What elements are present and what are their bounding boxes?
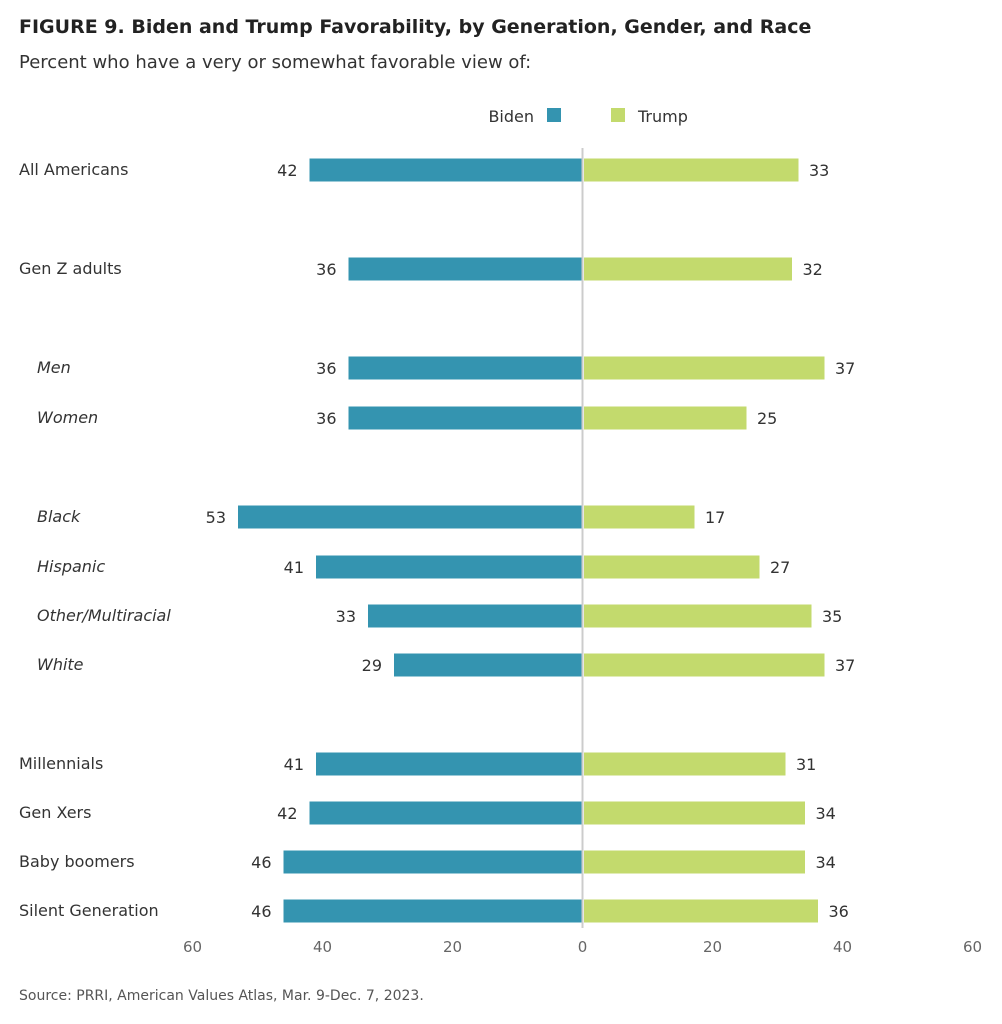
- x-tick-label: 0: [578, 938, 588, 956]
- biden-value-label: 53: [206, 508, 226, 527]
- category-label: All Americans: [19, 160, 128, 179]
- trump-bar: [584, 604, 812, 628]
- trump-bar: [584, 801, 805, 825]
- category-label: Gen Z adults: [19, 259, 122, 278]
- x-axis-ticks: 60 40 20 0 20 40 60: [183, 938, 982, 956]
- category-label: Silent Generation: [19, 901, 159, 920]
- category-label: Baby boomers: [19, 852, 135, 871]
- biden-bar: [394, 653, 583, 677]
- trump-value-label: 17: [705, 508, 725, 527]
- trump-value-label: 31: [796, 755, 816, 774]
- biden-bar: [368, 604, 583, 628]
- biden-value-label: 46: [251, 902, 271, 921]
- x-tick-label: 20: [443, 938, 462, 956]
- biden-bar: [316, 555, 583, 579]
- legend-label-trump: Trump: [637, 107, 688, 126]
- category-label: Black: [37, 507, 81, 526]
- legend-swatch-trump: [611, 108, 625, 122]
- chart-title: FIGURE 9. Biden and Trump Favorability, …: [19, 16, 812, 38]
- biden-value-label: 41: [284, 755, 304, 774]
- biden-value-label: 42: [277, 804, 297, 823]
- source-note: Source: PRRI, American Values Atlas, Mar…: [19, 988, 424, 1004]
- biden-bar: [309, 801, 583, 825]
- biden-bar: [348, 257, 583, 281]
- biden-bar: [348, 356, 583, 380]
- trump-value-label: 35: [822, 607, 842, 626]
- x-tick-label: 60: [183, 938, 202, 956]
- biden-bar: [309, 158, 583, 182]
- legend-label-biden: Biden: [488, 107, 534, 126]
- trump-value-label: 25: [757, 409, 777, 428]
- x-tick-label: 40: [313, 938, 332, 956]
- x-tick-label: 20: [703, 938, 722, 956]
- trump-value-label: 34: [816, 853, 836, 872]
- chart-subtitle: Percent who have a very or somewhat favo…: [19, 52, 532, 73]
- biden-value-label: 29: [362, 656, 382, 675]
- biden-bar: [348, 406, 583, 430]
- biden-bar: [283, 850, 583, 874]
- trump-bar: [584, 158, 799, 182]
- biden-bar: [283, 899, 583, 923]
- trump-bar: [584, 752, 786, 776]
- category-label: Men: [37, 358, 71, 377]
- trump-value-label: 34: [816, 804, 836, 823]
- category-label: White: [37, 655, 84, 674]
- trump-bar: [584, 653, 825, 677]
- biden-value-label: 42: [277, 161, 297, 180]
- biden-value-label: 41: [284, 558, 304, 577]
- trump-value-label: 33: [809, 161, 829, 180]
- category-label: Millennials: [19, 754, 103, 773]
- chart-bars: [238, 148, 825, 928]
- chart-labels: All Americans 42 33 Gen Z adults 36 32 Men 36 37…: [19, 160, 855, 921]
- category-label: Women: [37, 408, 98, 427]
- biden-value-label: 36: [316, 409, 336, 428]
- biden-bar: [316, 752, 583, 776]
- trump-bar: [584, 356, 825, 380]
- trump-value-label: 37: [835, 359, 855, 378]
- x-tick-label: 40: [833, 938, 852, 956]
- trump-bar: [584, 899, 818, 923]
- trump-value-label: 32: [803, 260, 823, 279]
- category-label: Gen Xers: [19, 803, 91, 822]
- trump-bar: [584, 555, 760, 579]
- trump-value-label: 37: [835, 656, 855, 675]
- biden-value-label: 36: [316, 260, 336, 279]
- trump-bar: [584, 406, 747, 430]
- trump-bar: [584, 505, 695, 529]
- category-label: Hispanic: [37, 557, 105, 576]
- trump-value-label: 36: [829, 902, 849, 921]
- legend-swatch-biden: [547, 108, 561, 122]
- biden-value-label: 46: [251, 853, 271, 872]
- biden-bar: [238, 505, 583, 529]
- trump-bar: [584, 257, 792, 281]
- chart-legend: Biden Trump: [488, 107, 687, 126]
- biden-value-label: 36: [316, 359, 336, 378]
- category-label: Other/Multiracial: [37, 606, 171, 625]
- trump-value-label: 27: [770, 558, 790, 577]
- biden-value-label: 33: [336, 607, 356, 626]
- trump-bar: [584, 850, 805, 874]
- x-tick-label: 60: [963, 938, 982, 956]
